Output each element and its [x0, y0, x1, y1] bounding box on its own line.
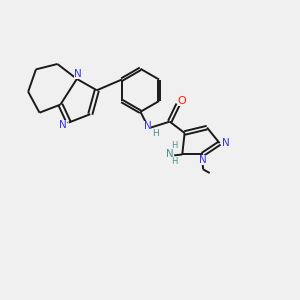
Text: O: O [178, 96, 187, 106]
Text: H: H [152, 129, 159, 138]
Text: H: H [171, 158, 177, 166]
Text: N: N [59, 120, 67, 130]
Text: N: N [222, 137, 230, 148]
Text: H: H [171, 141, 177, 150]
Text: N: N [166, 149, 173, 159]
Text: N: N [144, 122, 152, 131]
Text: N: N [74, 69, 81, 79]
Text: N: N [199, 155, 207, 165]
